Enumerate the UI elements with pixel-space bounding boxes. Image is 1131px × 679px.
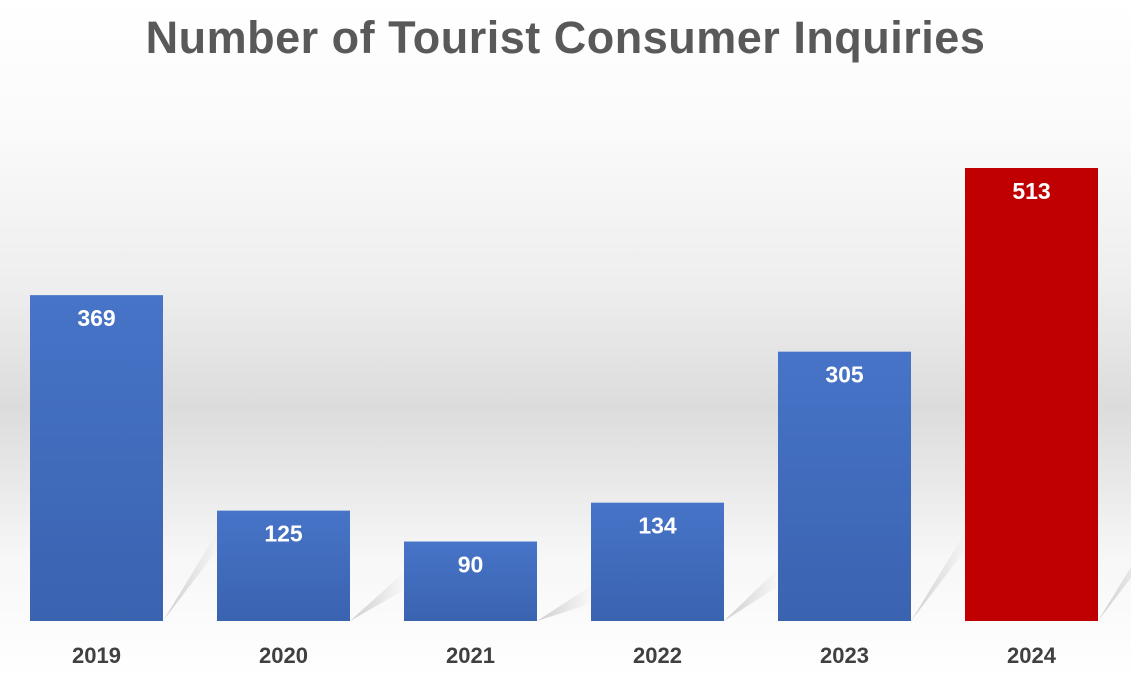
x-tick-label-2020: 2020 bbox=[259, 643, 308, 668]
data-label-2020: 125 bbox=[264, 521, 303, 547]
data-label-2024: 513 bbox=[1012, 178, 1050, 204]
bar-2023 bbox=[778, 351, 911, 621]
bar-2020 bbox=[217, 510, 350, 621]
x-axis-tick-labels: 2019 2020 2021 2022 2023 2024 bbox=[72, 643, 1057, 668]
chart-title: Number of Tourist Consumer Inquiries bbox=[145, 12, 986, 63]
x-tick-label-2019: 2019 bbox=[72, 643, 121, 668]
x-tick-label-2024: 2024 bbox=[1007, 643, 1057, 668]
bar-2024 bbox=[965, 168, 1098, 621]
data-label-2021: 90 bbox=[458, 552, 484, 578]
data-label-2023: 305 bbox=[825, 362, 864, 388]
bar-2022 bbox=[591, 502, 724, 621]
bar-shadow-2019 bbox=[163, 531, 218, 621]
bar-2019 bbox=[30, 295, 163, 621]
data-label-2019: 369 bbox=[77, 305, 115, 331]
x-tick-label-2023: 2023 bbox=[820, 643, 869, 668]
bar-shadows bbox=[163, 531, 1131, 621]
data-labels-group: 369 125 90 134 305 513 bbox=[77, 178, 1050, 578]
x-tick-label-2022: 2022 bbox=[633, 643, 682, 668]
bar-shadow-2023 bbox=[911, 531, 966, 621]
data-label-2022: 134 bbox=[638, 513, 677, 539]
bar-shadow-2021 bbox=[537, 585, 592, 621]
bar-shadow-2024 bbox=[1098, 567, 1131, 621]
bars-group bbox=[30, 168, 1098, 621]
bar-shadow-2020 bbox=[350, 571, 405, 621]
x-tick-label-2021: 2021 bbox=[446, 643, 495, 668]
bar-shadow-2022 bbox=[724, 567, 779, 621]
bar-2021 bbox=[404, 541, 537, 621]
